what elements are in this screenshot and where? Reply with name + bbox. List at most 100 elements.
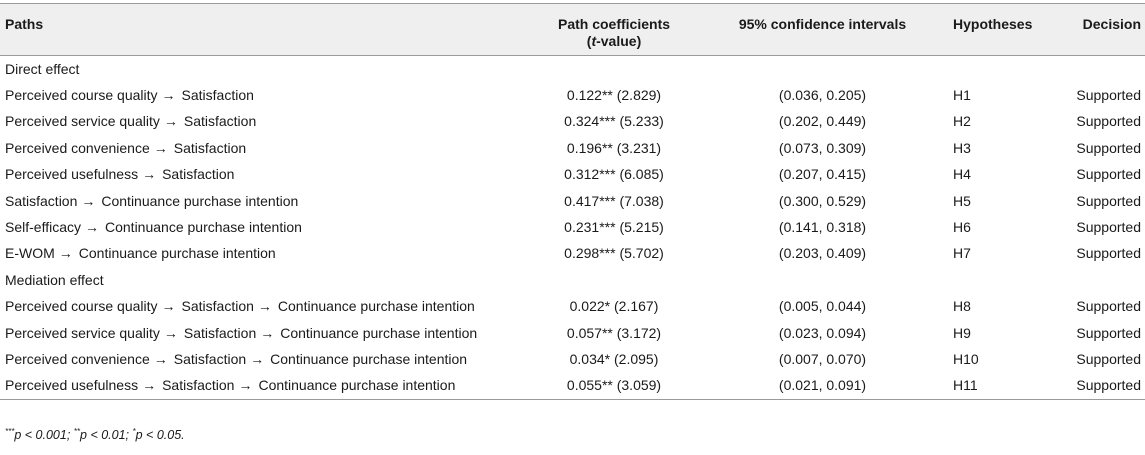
- decision-cell: Supported: [1076, 350, 1141, 367]
- arrow-right-icon: →: [163, 324, 178, 341]
- path-construct: Satisfaction: [162, 377, 235, 394]
- confidence-interval-cell: (0.007, 0.070): [778, 350, 867, 367]
- p-symbol: p: [14, 428, 22, 443]
- significance-stars: *: [132, 427, 136, 436]
- path-cell: Perceived service quality → Satisfaction: [0, 109, 531, 135]
- p-threshold: < 0.001;: [21, 428, 74, 443]
- arrow-right-icon: →: [142, 166, 157, 183]
- header-path-coefficients: Path coefficients (t-value): [531, 3, 696, 56]
- path-coefficient-cell: 0.196** (3.231): [566, 139, 662, 156]
- decision-cell: Supported: [1076, 298, 1141, 315]
- confidence-interval-cell: (0.073, 0.309): [778, 139, 867, 156]
- table-row: Perceived service quality → Satisfaction 0.…: [0, 109, 1145, 135]
- hypothesis-cell: H5: [953, 192, 971, 209]
- table-row: Perceived course quality → Satisfaction 0.1…: [0, 82, 1145, 108]
- path-cell: Perceived course quality → Satisfaction → Co…: [0, 294, 531, 320]
- decision-cell: Supported: [1076, 245, 1141, 262]
- decision-cell: Supported: [1076, 166, 1141, 183]
- path-cell: Perceived course quality → Satisfaction: [0, 82, 531, 108]
- table-row: Perceived convenience → Satisfaction → Conti…: [0, 346, 1145, 372]
- hypothesis-cell: H4: [953, 166, 971, 183]
- table-row: Perceived course quality → Satisfaction → Co…: [0, 294, 1145, 320]
- significance-stars: ***: [5, 427, 15, 436]
- section-row: Mediation effect: [0, 267, 1145, 293]
- table-row: Perceived service quality → Satisfaction → C…: [0, 320, 1145, 346]
- arrow-right-icon: →: [161, 87, 176, 104]
- path-cell: E-WOM → Continuance purchase intention: [0, 241, 531, 267]
- table-row: Satisfaction → Continuance purchase intent…: [0, 188, 1145, 214]
- arrow-right-icon: →: [250, 350, 265, 367]
- decision-cell: Supported: [1076, 219, 1141, 236]
- table-row: Perceived usefulness → Satisfaction → Contin…: [0, 372, 1145, 401]
- path-construct: Perceived usefulness: [5, 377, 139, 394]
- path-construct: Satisfaction: [162, 166, 235, 183]
- arrow-right-icon: →: [142, 377, 157, 394]
- path-cell: Perceived convenience → Satisfaction: [0, 135, 531, 161]
- arrow-right-icon: →: [260, 324, 275, 341]
- path-construct: Satisfaction: [181, 298, 254, 315]
- arrow-right-icon: →: [153, 350, 168, 367]
- path-construct: Perceived service quality: [5, 113, 160, 130]
- results-table: Paths Path coefficients (t-value) 95% co…: [0, 3, 1145, 401]
- hypothesis-cell: H8: [953, 298, 971, 315]
- hypothesis-cell: H6: [953, 219, 971, 236]
- path-construct: Satisfaction: [173, 139, 247, 156]
- path-cell: Perceived service quality → Satisfaction → C…: [0, 320, 531, 346]
- hypothesis-cell: H9: [953, 324, 971, 341]
- path-construct: Continuance purchase intention: [270, 350, 468, 367]
- path-construct: Continuance purchase intention: [280, 324, 478, 341]
- path-cell: Perceived usefulness → Satisfaction: [0, 162, 531, 188]
- decision-cell: Supported: [1076, 87, 1141, 104]
- path-construct: E-WOM: [5, 245, 55, 262]
- header-coef-line1: Path coefficients: [557, 16, 671, 32]
- hypothesis-cell: H7: [953, 245, 971, 262]
- p-threshold: < 0.05.: [142, 428, 185, 443]
- path-cell: Satisfaction → Continuance purchase intent…: [0, 188, 531, 214]
- p-symbol: p: [135, 428, 143, 443]
- path-cell: Self-efficacy → Continuance purchase inten…: [0, 214, 531, 240]
- path-coefficient-cell: 0.324*** (5.233): [564, 113, 664, 130]
- hypothesis-cell: H1: [953, 87, 971, 104]
- hypothesis-cell: H3: [953, 139, 971, 156]
- path-construct: Perceived service quality: [5, 324, 160, 341]
- confidence-interval-cell: (0.300, 0.529): [778, 192, 867, 209]
- table-row: Perceived convenience → Satisfaction 0.196*…: [0, 135, 1145, 161]
- path-construct: Continuance purchase intention: [105, 219, 302, 236]
- p-symbol: p: [80, 428, 87, 443]
- path-coefficient-cell: 0.298*** (5.702): [564, 245, 664, 262]
- path-construct: Perceived usefulness: [5, 166, 139, 183]
- arrow-right-icon: →: [81, 192, 96, 209]
- path-construct: Satisfaction: [5, 192, 78, 209]
- confidence-interval-cell: (0.036, 0.205): [778, 87, 867, 104]
- confidence-interval-cell: (0.005, 0.044): [778, 298, 867, 315]
- table-row: E-WOM → Continuance purchase intention 0.29…: [0, 241, 1145, 267]
- significance-stars: **: [73, 427, 81, 436]
- path-coefficient-cell: 0.122** (2.829): [566, 87, 662, 104]
- path-construct: Continuance purchase intention: [277, 298, 475, 315]
- path-coefficient-cell: 0.312*** (6.085): [564, 166, 664, 183]
- decision-cell: Supported: [1076, 192, 1141, 209]
- table-body: Direct effect Perceived course quality → Sa…: [0, 56, 1145, 401]
- path-construct: Continuance purchase intention: [101, 192, 299, 209]
- confidence-interval-cell: (0.141, 0.318): [778, 219, 867, 236]
- arrow-right-icon: →: [161, 298, 176, 315]
- path-coefficient-cell: 0.022* (2.167): [569, 298, 659, 315]
- confidence-interval-cell: (0.023, 0.094): [778, 324, 867, 341]
- header-decision: Decision: [1058, 3, 1145, 56]
- confidence-interval-cell: (0.202, 0.449): [778, 113, 867, 130]
- section-label: Direct effect: [5, 60, 80, 77]
- hypothesis-cell: H2: [953, 113, 971, 130]
- path-construct: Perceived course quality: [5, 87, 158, 104]
- arrow-right-icon: →: [58, 245, 73, 262]
- path-construct: Continuance purchase intention: [258, 377, 456, 394]
- section-label: Mediation effect: [5, 271, 104, 288]
- section-row: Direct effect: [0, 56, 1145, 83]
- path-construct: Continuance purchase intention: [78, 245, 276, 262]
- p-threshold: < 0.01;: [86, 428, 133, 443]
- header-hypotheses: Hypotheses: [948, 3, 1058, 56]
- path-construct: Perceived convenience: [5, 350, 150, 367]
- path-construct: Satisfaction: [181, 87, 254, 104]
- confidence-interval-cell: (0.203, 0.409): [778, 245, 867, 262]
- decision-cell: Supported: [1058, 372, 1145, 401]
